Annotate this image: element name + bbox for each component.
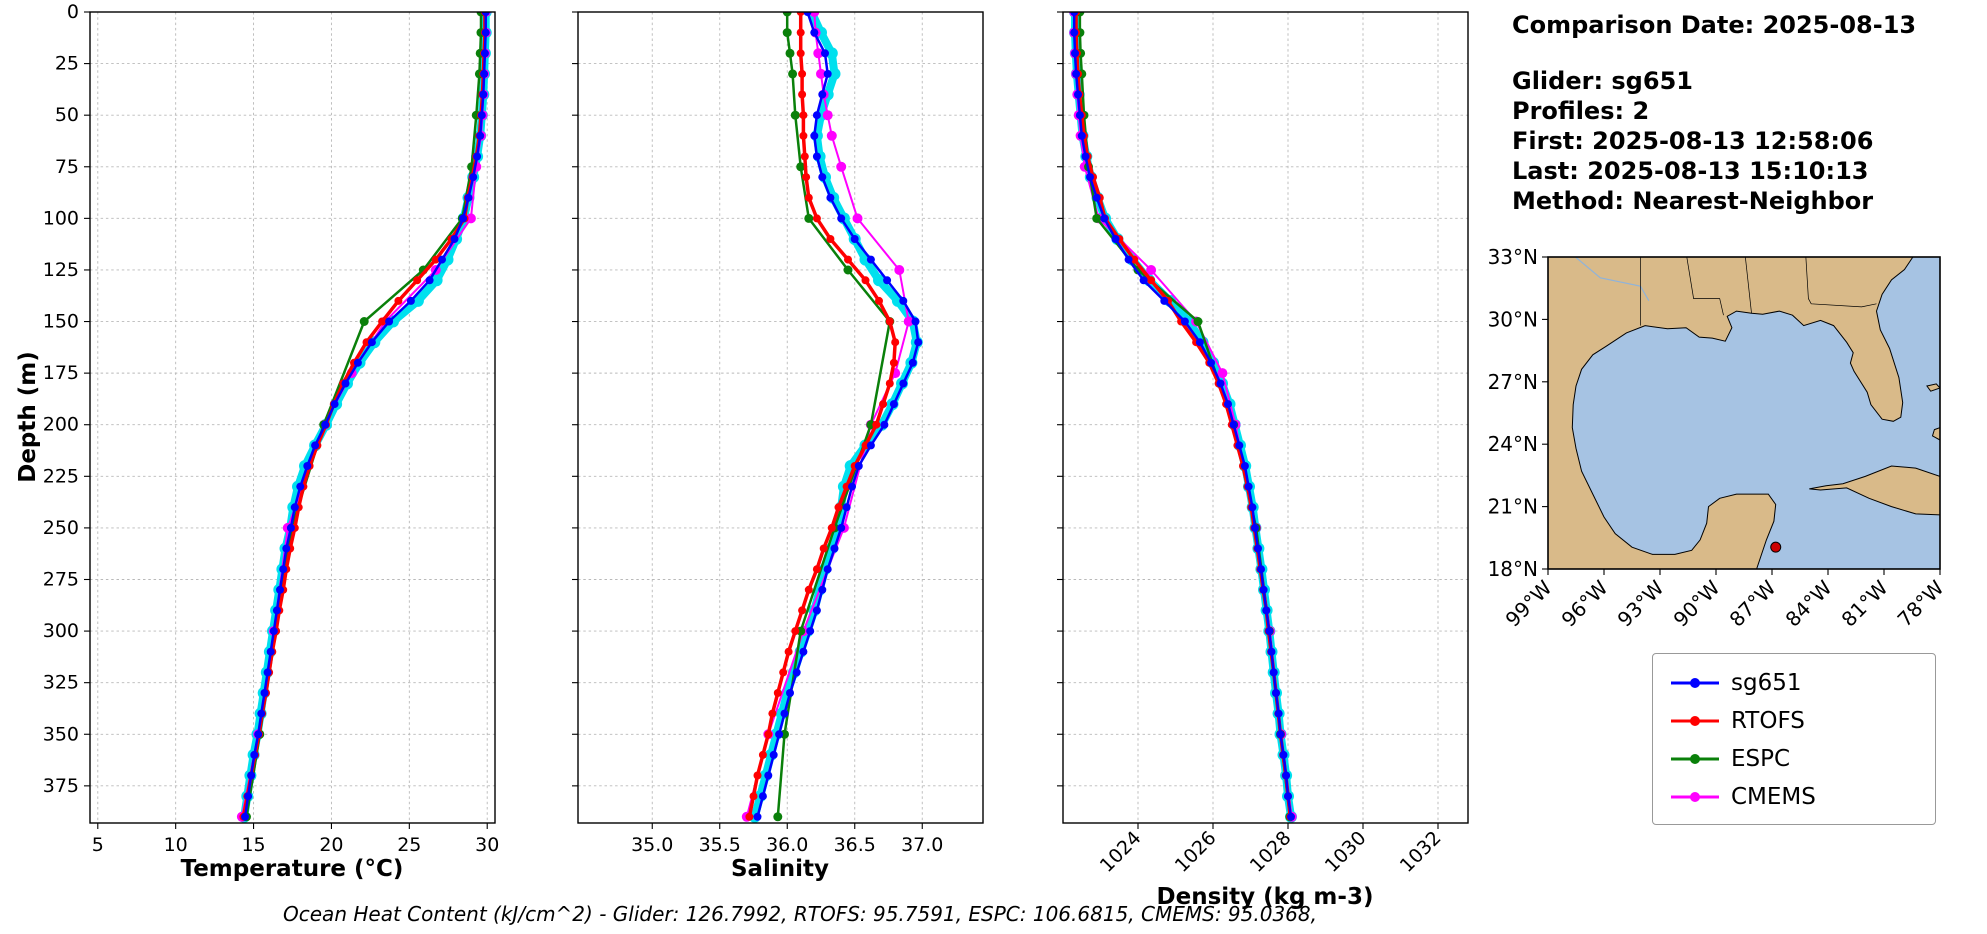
series-sg651 xyxy=(1072,12,1293,819)
state-border-line xyxy=(1745,257,1752,314)
legend-marker-sg651 xyxy=(1671,678,1719,688)
legend-marker-espc xyxy=(1671,754,1719,764)
svg-text:10: 10 xyxy=(164,834,188,856)
svg-text:25: 25 xyxy=(55,53,79,75)
legend-item-rtofs: RTOFS xyxy=(1669,702,1935,740)
series-sg651 xyxy=(243,12,487,819)
svg-text:30: 30 xyxy=(475,834,499,856)
legend-item-espc: ESPC xyxy=(1669,740,1935,778)
salinity-axis-label: Salinity xyxy=(730,856,830,882)
state-border-line xyxy=(1686,257,1724,316)
svg-text:1030: 1030 xyxy=(1321,827,1371,877)
svg-text:93°W: 93°W xyxy=(1613,575,1669,631)
svg-text:81°W: 81°W xyxy=(1837,575,1893,631)
svg-text:87°W: 87°W xyxy=(1725,575,1781,631)
legend-marker-cmems xyxy=(1671,792,1719,802)
svg-text:37.0: 37.0 xyxy=(901,834,943,856)
series-sg651 xyxy=(756,12,920,819)
svg-text:99°W: 99°W xyxy=(1501,575,1557,631)
svg-text:100: 100 xyxy=(43,207,79,229)
legend-item-cmems: CMEMS xyxy=(1669,778,1935,816)
legend-marker-rtofs xyxy=(1671,716,1719,726)
svg-text:78°W: 78°W xyxy=(1893,575,1949,631)
density-axis-label: Density (kg m-3) xyxy=(1156,884,1374,910)
svg-text:20: 20 xyxy=(319,834,343,856)
info-panel: Comparison Date: 2025-08-13 Glider: sg65… xyxy=(1512,10,1916,216)
svg-text:50: 50 xyxy=(55,104,79,126)
svg-text:375: 375 xyxy=(43,775,79,797)
svg-text:84°W: 84°W xyxy=(1781,575,1837,631)
series-raw xyxy=(750,12,921,821)
land-polygon xyxy=(1931,427,1940,441)
salinity-plot: 35.0 35.5 36.0 36.5 37.0 xyxy=(572,11,984,856)
temperature-axis-label: Temperature (°C) xyxy=(180,856,404,882)
svg-text:18°N: 18°N xyxy=(1488,557,1538,581)
svg-text:225: 225 xyxy=(43,465,79,487)
svg-text:90°W: 90°W xyxy=(1669,575,1725,631)
svg-text:350: 350 xyxy=(43,723,79,745)
land-polygon xyxy=(1926,383,1940,392)
svg-text:35.0: 35.0 xyxy=(631,834,673,856)
legend-label-cmems: CMEMS xyxy=(1731,784,1816,810)
gulf-map: 18°N 21°N 24°N 27°N 30°N 33°N 99°W 96°W 93°W 90°W… xyxy=(1488,245,1949,632)
svg-text:125: 125 xyxy=(43,259,79,281)
legend-item-sg651: sg651 xyxy=(1669,664,1935,702)
svg-text:250: 250 xyxy=(43,517,79,539)
svg-text:36.5: 36.5 xyxy=(834,834,876,856)
land-polygon xyxy=(1809,465,1940,516)
svg-text:200: 200 xyxy=(43,414,79,436)
legend: sg651 RTOFS ESPC CMEMS xyxy=(1652,653,1936,825)
legend-label-rtofs: RTOFS xyxy=(1731,708,1805,734)
depth-axis-label: Depth (m) xyxy=(15,351,41,483)
svg-text:30°N: 30°N xyxy=(1488,307,1538,331)
svg-text:15: 15 xyxy=(241,834,265,856)
series-RTOFS xyxy=(747,12,897,819)
legend-label-sg651: sg651 xyxy=(1731,670,1802,696)
last-profile-text: Last: 2025-08-13 15:10:13 xyxy=(1512,157,1869,185)
svg-text:0: 0 xyxy=(67,1,79,23)
svg-text:325: 325 xyxy=(43,672,79,694)
profiles-text: Profiles: 2 xyxy=(1512,97,1650,125)
svg-text:27°N: 27°N xyxy=(1488,370,1538,394)
svg-text:300: 300 xyxy=(43,620,79,642)
svg-text:1024: 1024 xyxy=(1096,827,1146,877)
svg-text:1026: 1026 xyxy=(1171,827,1221,877)
svg-text:24°N: 24°N xyxy=(1488,432,1538,456)
land-polygon xyxy=(1548,257,1914,569)
method-text: Method: Nearest-Neighbor xyxy=(1512,187,1874,215)
svg-text:175: 175 xyxy=(43,362,79,384)
density-plot: 1024 1026 1028 1030 1032 xyxy=(1057,11,1469,877)
svg-text:21°N: 21°N xyxy=(1488,495,1538,519)
state-border-line xyxy=(1805,257,1877,308)
svg-text:25: 25 xyxy=(397,834,421,856)
glider-text: Glider: sg651 xyxy=(1512,67,1693,95)
svg-text:275: 275 xyxy=(43,568,79,590)
temperature-plot: 5 10 15 20 25 3002550751001251501752002252502… xyxy=(43,1,500,856)
svg-text:5: 5 xyxy=(92,834,104,856)
svg-text:150: 150 xyxy=(43,311,79,333)
svg-text:33°N: 33°N xyxy=(1488,245,1538,269)
first-profile-text: First: 2025-08-13 12:58:06 xyxy=(1512,127,1874,155)
river-line xyxy=(1574,257,1650,301)
svg-text:36.0: 36.0 xyxy=(766,834,808,856)
ocean-heat-content-footer: Ocean Heat Content (kJ/cm^2) - Glider: 1… xyxy=(283,902,1317,926)
comparison-date-text: Comparison Date: 2025-08-13 xyxy=(1512,11,1917,39)
glider-position-marker xyxy=(1770,541,1782,553)
legend-label-espc: ESPC xyxy=(1731,746,1791,772)
svg-text:96°W: 96°W xyxy=(1557,575,1613,631)
svg-text:1032: 1032 xyxy=(1396,827,1446,877)
svg-text:75: 75 xyxy=(55,156,79,178)
svg-text:35.5: 35.5 xyxy=(699,834,741,856)
svg-text:1028: 1028 xyxy=(1246,827,1296,877)
